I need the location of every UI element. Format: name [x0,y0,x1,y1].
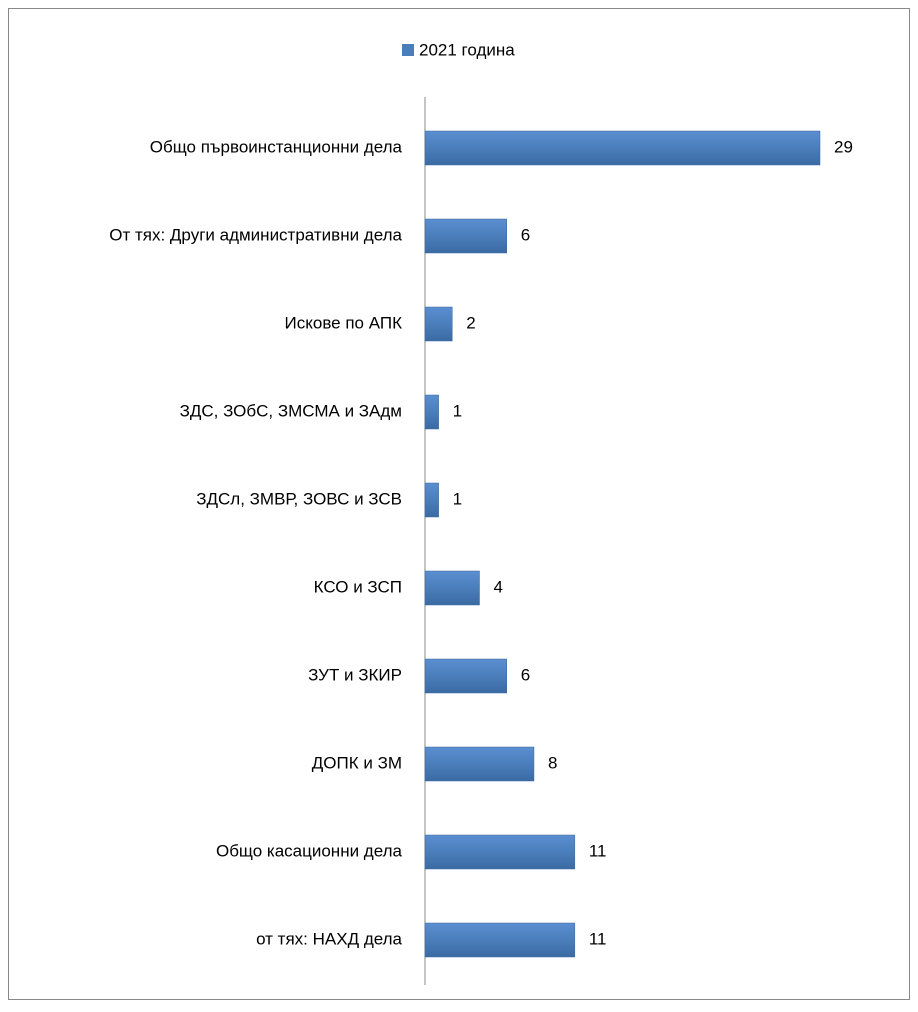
bar [424,658,507,694]
legend-label: 2021 година [419,40,515,59]
bar [424,306,453,342]
bar [424,922,576,958]
data-label: 6 [521,665,530,684]
data-label: 1 [453,489,462,508]
y-tick-label: КСО и ЗСП [314,577,402,596]
data-label: 4 [493,577,502,596]
bar [424,218,507,254]
y-tick-label: ДОПК и ЗМ [312,753,402,772]
data-label: 29 [834,137,853,156]
data-label: 6 [521,225,530,244]
y-tick-label: Общо касационни дела [216,841,403,860]
legend-swatch [402,44,414,56]
bar [424,394,439,430]
bar [424,130,821,166]
bar [424,834,576,870]
data-label: 2 [466,313,475,332]
bar [424,570,480,606]
data-label: 11 [589,929,607,948]
y-tick-label: от тях: НАХД дела [256,929,402,948]
data-label: 11 [589,841,607,860]
bar [424,746,535,782]
data-label: 8 [548,753,557,772]
y-tick-label: Искове по АПК [285,313,403,332]
bar [424,482,439,518]
y-tick-label: ЗДС, ЗОбС, ЗМСМА и ЗАдм [180,401,402,420]
y-tick-label: От тях: Други административни дела [109,225,402,244]
data-label: 1 [453,401,462,420]
y-tick-label: ЗДСл, ЗМВР, ЗОВС и ЗСВ [196,489,402,508]
chart-frame [8,8,910,1000]
y-tick-label: ЗУТ и ЗКИР [308,665,402,684]
y-tick-label: Общо първоинстанционни дела [150,137,403,156]
